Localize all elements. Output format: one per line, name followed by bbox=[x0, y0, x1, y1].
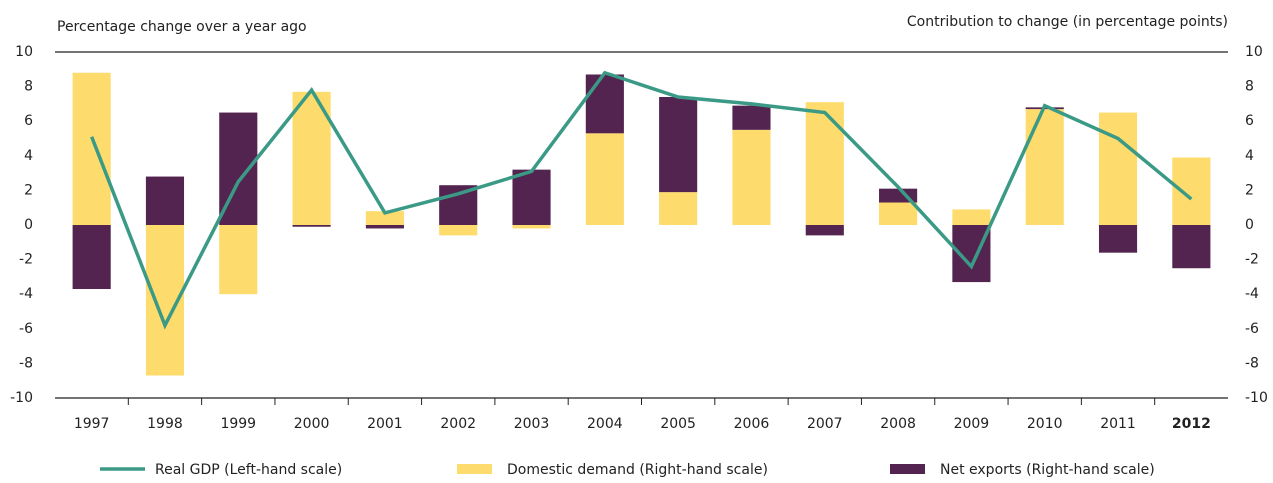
y2-tick-label: 0 bbox=[1245, 217, 1254, 233]
y-tick-label: 6 bbox=[24, 113, 33, 129]
y-tick-label: -4 bbox=[19, 286, 33, 302]
y2-tick-label: 8 bbox=[1245, 79, 1254, 95]
bar bbox=[805, 102, 844, 225]
bar bbox=[805, 225, 844, 236]
legend-label: Net exports (Right-hand scale) bbox=[940, 462, 1155, 478]
legend-label: Domestic demand (Right-hand scale) bbox=[507, 462, 768, 478]
y-tick-label: -8 bbox=[19, 355, 33, 371]
bar bbox=[659, 96, 698, 193]
x-tick-label: 2010 bbox=[1027, 416, 1063, 432]
bar bbox=[365, 225, 404, 229]
y-tick-label: 0 bbox=[24, 217, 33, 233]
y2-tick-label: 6 bbox=[1245, 113, 1254, 129]
y-tick-label: 8 bbox=[24, 79, 33, 95]
y2-tick-label: -8 bbox=[1245, 355, 1259, 371]
bar bbox=[512, 169, 551, 225]
x-tick-label: 2001 bbox=[367, 416, 403, 432]
x-tick-label: 2011 bbox=[1100, 416, 1136, 432]
y-tick-label: 2 bbox=[24, 182, 33, 198]
bar bbox=[439, 185, 478, 225]
bar bbox=[585, 74, 624, 134]
y2-tick-label: -4 bbox=[1245, 286, 1259, 302]
x-tick-label: 2003 bbox=[514, 416, 550, 432]
x-tick-label: 2012 bbox=[1172, 416, 1211, 432]
bar bbox=[732, 105, 771, 130]
bar bbox=[659, 192, 698, 225]
y-tick-label: 10 bbox=[15, 44, 33, 60]
bar bbox=[365, 211, 404, 225]
y2-tick-label: -2 bbox=[1245, 252, 1259, 268]
y-tick-label: -6 bbox=[19, 321, 33, 337]
bar bbox=[292, 225, 331, 227]
bar bbox=[585, 133, 624, 225]
x-tick-label: 2007 bbox=[807, 416, 843, 432]
x-tick-label: 2005 bbox=[660, 416, 696, 432]
bar bbox=[1172, 157, 1211, 225]
x-tick-label: 2008 bbox=[880, 416, 916, 432]
bar bbox=[1098, 112, 1138, 225]
bar bbox=[72, 72, 111, 225]
y-tick-label: -2 bbox=[19, 252, 33, 268]
y2-tick-label: 10 bbox=[1245, 44, 1263, 60]
right-axis-title: Contribution to change (in percentage po… bbox=[907, 14, 1228, 30]
y2-tick-label: -6 bbox=[1245, 321, 1259, 337]
line bbox=[90, 70, 1193, 330]
y2-tick-label: -10 bbox=[1245, 390, 1268, 406]
y2-tick-label: 4 bbox=[1245, 148, 1254, 164]
bar bbox=[1172, 225, 1211, 269]
x-tick-label: 1999 bbox=[220, 416, 256, 432]
bar bbox=[952, 209, 991, 225]
bar bbox=[1098, 225, 1138, 253]
y2-tick-label: 2 bbox=[1245, 182, 1254, 198]
x-tick-label: 1998 bbox=[147, 416, 183, 432]
bar bbox=[439, 225, 478, 236]
x-tick-label: 2000 bbox=[294, 416, 330, 432]
bar bbox=[145, 176, 185, 225]
bar bbox=[219, 225, 258, 295]
legend-swatch bbox=[890, 464, 925, 474]
bar bbox=[879, 202, 918, 225]
bar bbox=[512, 225, 551, 229]
x-tick-label: 2006 bbox=[734, 416, 770, 432]
left-axis-title: Percentage change over a year ago bbox=[57, 19, 307, 35]
bar bbox=[72, 225, 111, 290]
y-tick-label: 4 bbox=[24, 148, 33, 164]
x-tick-label: 2002 bbox=[440, 416, 476, 432]
y-tick-label: -10 bbox=[10, 390, 33, 406]
bar bbox=[1025, 109, 1064, 225]
x-tick-label: 2009 bbox=[954, 416, 990, 432]
legend-swatch bbox=[457, 464, 492, 474]
x-tick-label: 1997 bbox=[74, 416, 110, 432]
bar bbox=[732, 129, 771, 225]
x-tick-label: 2004 bbox=[587, 416, 623, 432]
legend-label: Real GDP (Left-hand scale) bbox=[155, 462, 342, 478]
